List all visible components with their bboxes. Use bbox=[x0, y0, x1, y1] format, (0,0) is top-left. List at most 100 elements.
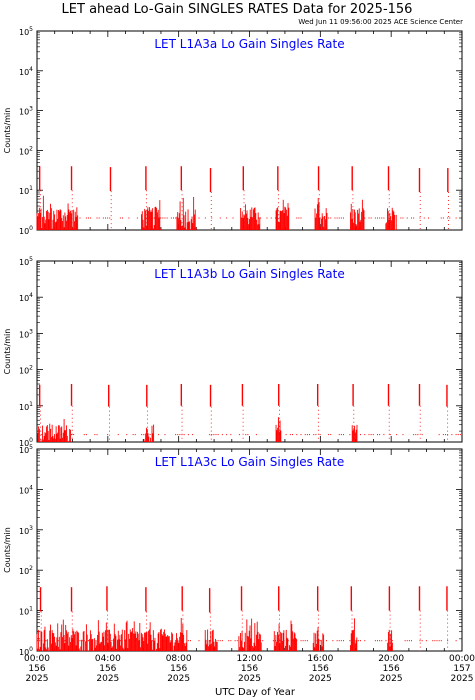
data-point bbox=[319, 434, 321, 436]
data-point bbox=[447, 217, 449, 219]
data-point bbox=[241, 217, 242, 219]
data-point bbox=[406, 640, 408, 642]
data-point bbox=[432, 640, 434, 642]
data-point bbox=[98, 217, 100, 219]
data-point bbox=[187, 640, 189, 642]
chart-panel-3: LET L1A3c Lo Gain Singles Rate Counts/min… bbox=[3, 444, 463, 657]
data-point bbox=[455, 640, 457, 642]
y-tick-label: 105 bbox=[19, 256, 33, 267]
data-point bbox=[119, 217, 121, 219]
data-point bbox=[374, 217, 376, 219]
data-point bbox=[296, 217, 298, 219]
data-point bbox=[434, 640, 436, 642]
data-point bbox=[360, 434, 361, 436]
data-point bbox=[107, 434, 109, 436]
data-point bbox=[438, 434, 440, 436]
data-point bbox=[402, 217, 404, 219]
data-point bbox=[136, 217, 138, 219]
data-point bbox=[368, 217, 370, 219]
data-point bbox=[221, 640, 223, 642]
data-point bbox=[79, 217, 81, 219]
data-point bbox=[226, 434, 228, 436]
x-tick-label: 2025 bbox=[26, 674, 49, 684]
data-point bbox=[379, 217, 381, 219]
data-point bbox=[340, 434, 342, 436]
data-point bbox=[238, 434, 240, 436]
data-point bbox=[102, 217, 104, 219]
data-point bbox=[455, 434, 457, 436]
panel-title: LET L1A3b Lo Gain Singles Rate bbox=[154, 267, 345, 281]
data-point bbox=[328, 434, 330, 436]
x-tick-label: 157 bbox=[453, 664, 470, 674]
data-point bbox=[423, 217, 425, 219]
data-point bbox=[96, 217, 98, 219]
y-tick-label: 100 bbox=[19, 646, 33, 657]
data-point bbox=[298, 217, 300, 219]
data-point bbox=[160, 217, 162, 219]
data-point bbox=[402, 434, 404, 436]
data-point bbox=[183, 434, 185, 436]
data-point bbox=[438, 640, 440, 642]
data-point bbox=[440, 217, 442, 219]
data-point bbox=[219, 217, 221, 219]
chart-panel-2: LET L1A3b Lo Gain Singles Rate Counts/min… bbox=[3, 256, 463, 448]
data-point bbox=[389, 434, 391, 436]
data-point bbox=[328, 217, 330, 219]
data-point bbox=[234, 640, 236, 642]
y-tick-label: 102 bbox=[19, 565, 33, 576]
y-tick-label: 101 bbox=[19, 401, 33, 412]
data-point bbox=[285, 434, 287, 436]
data-point bbox=[211, 217, 213, 219]
data-point bbox=[166, 217, 168, 219]
data-point bbox=[289, 434, 291, 436]
data-point bbox=[247, 434, 249, 436]
data-point bbox=[449, 217, 451, 219]
data-point bbox=[175, 434, 177, 436]
y-tick-label: 100 bbox=[19, 225, 33, 236]
data-point bbox=[338, 640, 340, 642]
data-point bbox=[326, 640, 327, 642]
data-point bbox=[300, 434, 302, 436]
x-tick-label: 2025 bbox=[380, 674, 403, 684]
x-axis-tick-labels: 00:00156202504:00156202508:00156202512:0… bbox=[24, 654, 475, 684]
data-point bbox=[315, 434, 317, 436]
data-point bbox=[122, 217, 123, 219]
data-point bbox=[451, 434, 453, 436]
data-point bbox=[364, 434, 366, 436]
y-tick-label: 104 bbox=[19, 292, 33, 303]
data-point bbox=[175, 217, 177, 219]
data-point bbox=[419, 640, 421, 642]
data-point bbox=[383, 217, 385, 219]
data-point bbox=[236, 640, 238, 642]
data-point bbox=[109, 217, 111, 219]
data-point bbox=[128, 217, 130, 219]
data-point bbox=[232, 217, 234, 219]
data-point bbox=[400, 217, 402, 219]
data-point bbox=[94, 434, 96, 436]
data-point bbox=[411, 640, 412, 642]
x-tick-label: 20:00 bbox=[378, 654, 404, 664]
data-point bbox=[292, 434, 293, 436]
y-axis-label: Counts/min bbox=[3, 108, 12, 154]
data-point bbox=[132, 434, 134, 436]
data-point bbox=[440, 640, 442, 642]
panel-title: LET L1A3a Lo Gain Singles Rate bbox=[154, 37, 344, 51]
data-point bbox=[117, 434, 119, 436]
x-tick-label: 156 bbox=[170, 664, 187, 674]
data-point bbox=[338, 434, 340, 436]
data-point bbox=[219, 640, 221, 642]
data-point bbox=[262, 640, 264, 642]
data-point bbox=[209, 434, 211, 436]
data-point bbox=[396, 434, 398, 436]
plot-frame bbox=[36, 260, 463, 443]
data-point bbox=[79, 640, 81, 642]
data-point bbox=[374, 640, 376, 642]
data-point bbox=[385, 640, 387, 642]
y-tick-label: 103 bbox=[19, 525, 33, 536]
chart-panels: LET L1A3a Lo Gain Singles Rate Counts/min… bbox=[3, 26, 463, 657]
data-point bbox=[221, 434, 223, 436]
data-point bbox=[164, 217, 166, 219]
y-tick-label: 102 bbox=[19, 145, 33, 156]
data-point bbox=[217, 640, 219, 642]
